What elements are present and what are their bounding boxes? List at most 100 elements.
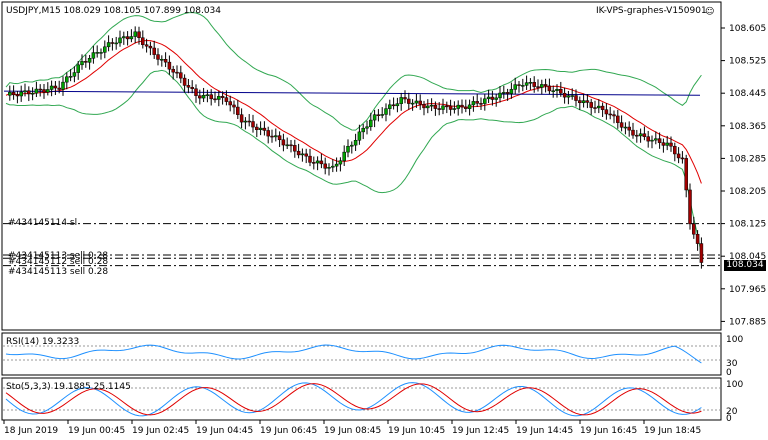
candle-body (350, 144, 354, 147)
candle-body (171, 68, 175, 73)
candle-body (486, 96, 491, 100)
candle-body (589, 102, 593, 108)
candle-body (236, 106, 240, 115)
candle-body (361, 127, 365, 133)
candle-body (224, 97, 229, 102)
candle-body (103, 46, 107, 53)
time-axis: 18 Jun 2019 19 Jun 00:45 19 Jun 02:45 19 Ju… (3, 420, 701, 436)
candle-body (654, 138, 658, 141)
stoch-scale-0: 0 (726, 414, 732, 424)
time-label: 19 Jun 16:45 (580, 426, 637, 436)
candle-body (144, 44, 149, 47)
candle-body (452, 108, 457, 110)
candle-body (141, 37, 145, 45)
candle-body (156, 54, 160, 60)
candle-body (205, 94, 210, 96)
candle-body (498, 92, 502, 99)
candle-body (152, 47, 156, 55)
candle-body (384, 108, 388, 115)
candle-body (167, 61, 172, 70)
candle-body (403, 97, 407, 100)
candle-body (319, 160, 324, 165)
bb-upper (5, 12, 702, 131)
candle-body (692, 223, 696, 235)
candle-body (559, 88, 563, 94)
candle-body (258, 127, 263, 130)
candle-body (315, 160, 320, 164)
candle-body (213, 98, 217, 101)
candle-body (239, 114, 244, 123)
time-label: 19 Jun 00:45 (68, 426, 125, 436)
candle-body (76, 64, 80, 73)
rsi-indicator (3, 344, 720, 364)
rsi-scale-0: 0 (726, 368, 732, 378)
rsi-frame (1, 332, 722, 376)
candle-body (194, 88, 198, 96)
candle-body (262, 127, 267, 131)
candle-body (642, 133, 647, 137)
candle-body (464, 106, 468, 109)
candle-body (600, 105, 605, 110)
candle-body (490, 96, 495, 100)
candle-body (30, 92, 35, 95)
candle-body (209, 94, 213, 100)
candle-body (190, 87, 194, 89)
candle-body (445, 105, 449, 108)
main-chart-frame (1, 1, 722, 331)
candle-body (87, 58, 92, 63)
rsi-label: RSI(14) 19.3233 (6, 337, 79, 347)
stoch-frame (1, 377, 722, 421)
candle-body (543, 84, 548, 87)
candle-body (46, 89, 50, 93)
candle-body (623, 126, 628, 129)
price-label: 108.525 (729, 57, 766, 67)
candle-body (353, 139, 358, 146)
candle-body (372, 114, 377, 121)
candle-body (80, 61, 84, 66)
candle-body (688, 189, 692, 225)
candle-body (657, 138, 662, 143)
candle-body (133, 31, 137, 37)
time-label: 19 Jun 14:45 (516, 426, 573, 436)
candle-body (505, 92, 510, 94)
candle-body (676, 153, 681, 159)
candle-body (106, 42, 111, 48)
candle-body (68, 76, 73, 78)
candle-body (441, 105, 445, 110)
candle-body (84, 61, 88, 63)
candle-body (509, 89, 514, 94)
stoch-label: Sto(5,3,3) 19.1885 25.1145 (6, 382, 131, 392)
candle-body (562, 92, 567, 98)
account-name: IK-VPS-graphes-V150901 (596, 6, 707, 16)
candle-body (380, 114, 384, 116)
stoch-main-line (5, 382, 702, 417)
candle-body (308, 155, 312, 163)
time-label: 19 Jun 12:45 (452, 426, 509, 436)
candle-body (220, 96, 225, 98)
candle-body (175, 71, 179, 74)
candle-body (289, 144, 293, 147)
candle-body (137, 31, 141, 38)
candle-body (456, 104, 460, 109)
candle-body (232, 104, 236, 108)
candle-body (110, 42, 115, 44)
candle-body (673, 145, 677, 155)
candle-body (323, 163, 327, 169)
rsi-scale-30: 30 (726, 359, 738, 369)
time-label: 19 Jun 02:45 (132, 426, 189, 436)
candle-body (391, 104, 396, 107)
time-label: 18 Jun 2019 (4, 426, 58, 436)
candles (8, 26, 704, 269)
candle-body (99, 52, 103, 54)
candle-body (437, 108, 441, 110)
price-label: 108.445 (729, 89, 766, 99)
candle-body (410, 102, 415, 105)
candle-body (334, 163, 339, 167)
symbol-info: USDJPY,M15 108.029 108.105 107.899 108.0… (6, 6, 221, 16)
candle-body (570, 95, 574, 97)
candle-body (296, 150, 301, 156)
price-label: 108.285 (729, 154, 766, 164)
candle-body (494, 97, 498, 100)
candle-body (304, 153, 308, 157)
candle-body (247, 120, 251, 123)
